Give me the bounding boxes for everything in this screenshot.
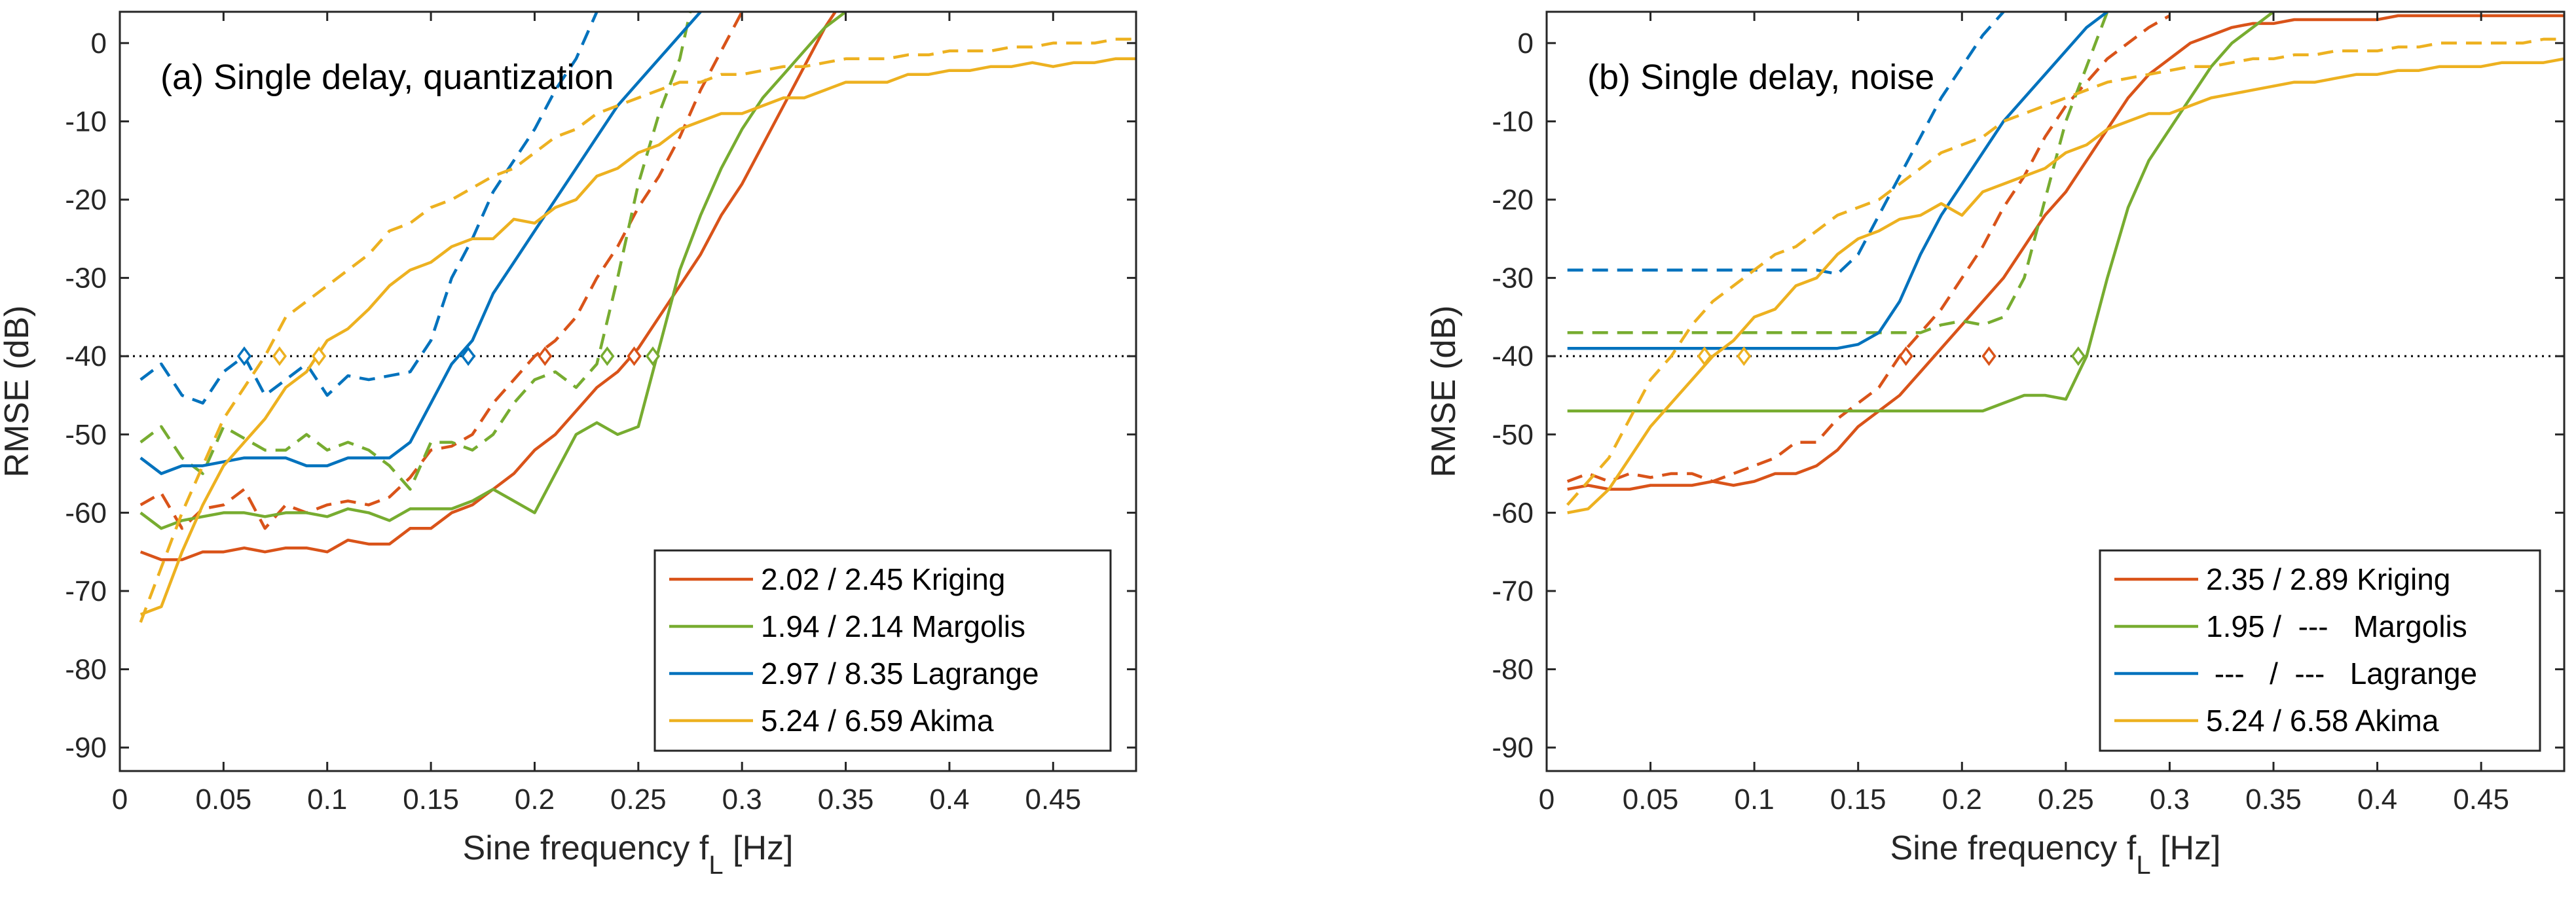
x-axis-label-subscript: L	[708, 851, 723, 880]
panel-a: 0 0.05 0.1 0.15 0.2 0.25 0.3 0.35 0.4 0.45 0 -10 -20…	[0, 10, 1137, 880]
y-tick-label: -40	[65, 340, 107, 372]
legend-entry: 5.24 / 6.59 Akima	[761, 704, 994, 738]
diamond-marker	[1898, 346, 1913, 367]
series-solid-line	[1567, 12, 2275, 413]
x-tick-label: 0.45	[2453, 783, 2509, 816]
series-dashed-line	[139, 12, 744, 530]
legend-box	[2099, 549, 2541, 752]
y-tick-label: 0	[1518, 27, 1534, 60]
x-tick-label: 0.1	[1735, 783, 1775, 816]
series-group	[139, 12, 1136, 623]
x-axis-label-unit: [Hz]	[2151, 829, 2221, 867]
panel-b: 0 0.05 0.1 0.15 0.2 0.25 0.3 0.35 0.4 0.45 0 -10 -20…	[1425, 10, 2566, 880]
series-dashed-line	[139, 12, 598, 405]
diamond-marker	[1697, 346, 1712, 367]
diamond-marker	[460, 346, 476, 367]
series-dashed-line	[1567, 12, 2005, 276]
series-dashed-line	[1566, 37, 2564, 506]
legend-entry: 2.35 / 2.89 Kriging	[2206, 562, 2450, 596]
y-tick-label: -90	[1492, 732, 1534, 764]
legend-entry: --- / --- Lagrange	[2206, 656, 2477, 691]
legend-entry: 1.95 / --- Margolis	[2206, 609, 2467, 643]
legend-entry: 2.02 / 2.45 Kriging	[761, 562, 1005, 596]
x-axis-label-main: Sine frequency f	[1890, 829, 2137, 867]
x-tick-label: 0	[1539, 783, 1555, 816]
x-tick-label: 0.15	[403, 783, 459, 816]
x-tick-label: 0.35	[2245, 783, 2302, 816]
x-tick-label: 0	[112, 783, 128, 816]
x-axis-label-main: Sine frequency f	[463, 829, 709, 867]
series-solid-line	[139, 57, 1136, 616]
diamond-marker	[627, 346, 642, 367]
y-tick-label: -60	[65, 497, 107, 529]
x-tick-label: 0.3	[2150, 783, 2190, 816]
series-solid-line	[139, 12, 702, 475]
y-tick-label: -20	[65, 184, 107, 216]
legend-entry: 5.24 / 6.58 Akima	[2206, 704, 2439, 738]
y-axis-label: RMSE (dB)	[0, 306, 36, 478]
x-tick-label: 0.45	[1025, 783, 1081, 816]
y-tick-label: 0	[91, 27, 107, 60]
series-solid-line	[1567, 14, 2564, 491]
axes-box	[119, 10, 1137, 772]
legend: 2.02 / 2.45 Kriging 1.94 / 2.14 Margolis 2…	[653, 549, 1112, 752]
x-tick-label: 0.2	[1942, 783, 1982, 816]
diamond-marker	[1981, 346, 1996, 367]
x-tick-label: 0.15	[1830, 783, 1886, 816]
x-tick-label: 0.05	[196, 783, 252, 816]
legend: 2.35 / 2.89 Kriging 1.95 / --- Margolis -…	[2099, 549, 2541, 752]
x-axis-label-unit: [Hz]	[724, 829, 794, 867]
y-tick-label: -40	[1492, 340, 1534, 372]
diamond-marker	[236, 346, 252, 367]
y-tick-label: -80	[1492, 654, 1534, 686]
series-group	[1566, 12, 2564, 514]
x-tick-label: 0.4	[929, 783, 969, 816]
diamond-marker	[600, 346, 615, 367]
x-tick-label: 0.35	[818, 783, 874, 816]
y-tick-label: -80	[65, 654, 107, 686]
diamond-marker	[645, 346, 661, 367]
y-tick-label: -30	[1492, 262, 1534, 295]
y-tick-label: -50	[1492, 419, 1534, 451]
diamond-marker	[1737, 346, 1752, 367]
x-tick-label: 0.2	[515, 783, 555, 816]
x-axis-label: Sine frequency fL [Hz]	[463, 829, 794, 880]
y-tick-label: -90	[65, 732, 107, 764]
series-solid-line	[1567, 57, 2564, 514]
x-tick-label: 0.1	[307, 783, 347, 816]
x-tick-label: 0.25	[610, 783, 667, 816]
panel-title: (b) Single delay, noise	[1587, 58, 1934, 97]
series-dashed-line	[139, 12, 692, 491]
x-tick-label: 0.25	[2038, 783, 2094, 816]
series-dashed-line	[1566, 14, 2171, 483]
x-tick-label: 0.3	[722, 783, 762, 816]
x-axis-label: Sine frequency fL [Hz]	[1890, 829, 2221, 880]
series-solid-line	[139, 12, 847, 530]
x-axis-label-subscript: L	[2136, 851, 2150, 880]
y-tick-label: -10	[1492, 105, 1534, 137]
y-tick-label: -50	[65, 419, 107, 451]
y-tick-label: -10	[65, 105, 107, 137]
legend-box	[653, 549, 1112, 752]
legend-entry: 2.97 / 8.35 Lagrange	[761, 656, 1039, 691]
x-tick-label: 0.4	[2357, 783, 2397, 816]
y-tick-label: -70	[1492, 575, 1534, 607]
series-solid-line	[1567, 12, 2108, 350]
legend-entry: 1.94 / 2.14 Margolis	[761, 609, 1025, 643]
y-tick-label: -20	[1492, 184, 1534, 216]
y-tick-label: -30	[65, 262, 107, 295]
y-tick-label: -60	[1492, 497, 1534, 529]
diamond-marker	[311, 346, 327, 367]
y-tick-label: -70	[65, 575, 107, 607]
x-tick-label: 0.05	[1623, 783, 1679, 816]
diamond-marker	[538, 346, 553, 367]
diamond-marker	[272, 346, 287, 367]
series-dashed-line	[139, 37, 1136, 623]
diamond-marker	[2070, 346, 2086, 367]
y-axis-label: RMSE (dB)	[1425, 306, 1463, 478]
panel-title: (a) Single delay, quantization	[160, 58, 614, 97]
axes-box	[1545, 10, 2566, 772]
